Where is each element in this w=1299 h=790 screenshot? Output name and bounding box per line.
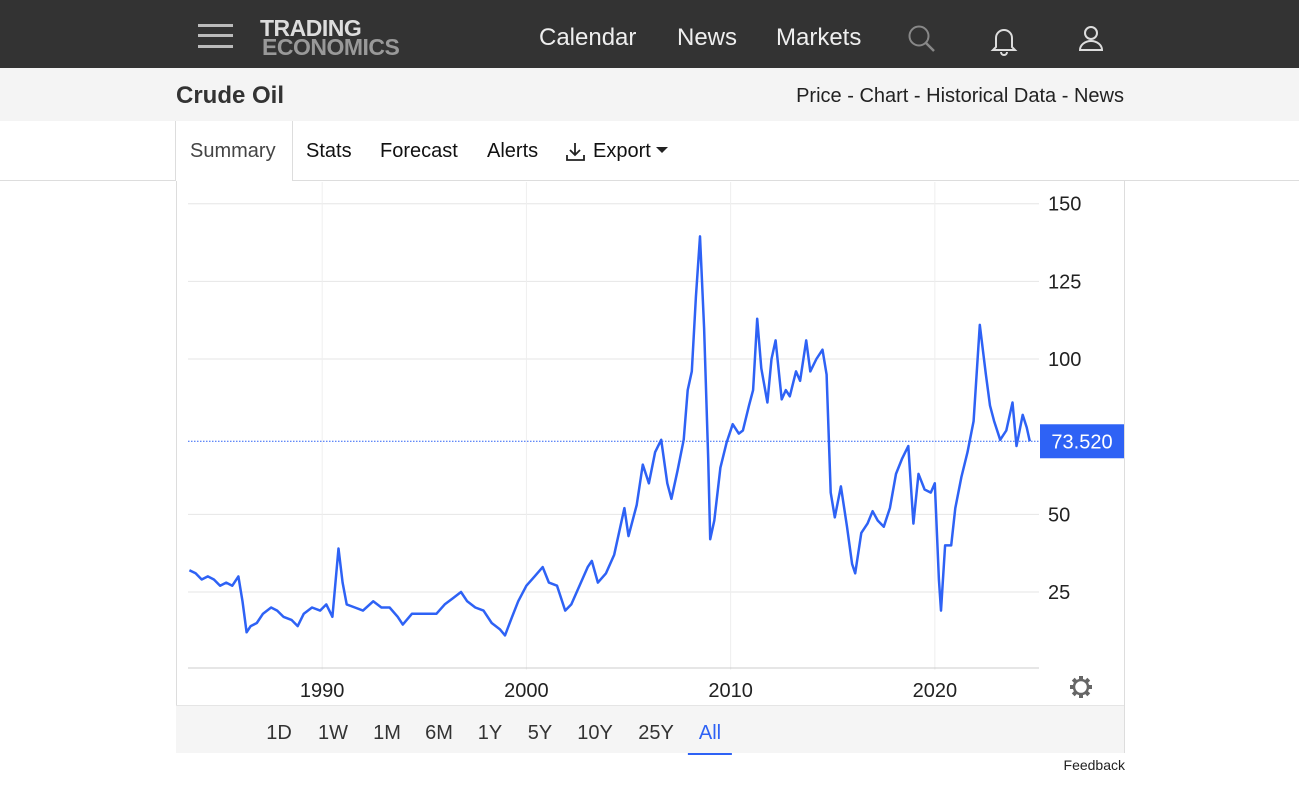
feedback-link[interactable]: Feedback [1063,757,1125,773]
tab[interactable]: Stats [306,140,352,162]
top-bar: TRADING ECONOMICS Calendar News Markets [0,0,1299,68]
tab[interactable]: Alerts [487,140,539,162]
user-icon[interactable] [1077,24,1107,54]
sub-link[interactable]: News [1073,85,1124,107]
sub-link[interactable]: Chart [859,85,909,107]
range-button[interactable]: 6M [425,722,453,744]
settings-icon[interactable] [1070,676,1092,698]
separator: - [1061,85,1069,107]
range-button[interactable]: 5Y [527,722,553,744]
bell-icon[interactable] [990,26,1020,56]
nav-link[interactable]: Calendar [539,24,637,51]
y-tick-label: 150 [1048,194,1081,216]
range-button[interactable]: 1D [266,722,292,744]
price-line [188,235,1032,637]
caret [656,147,668,153]
download-icon [566,143,585,161]
logo-bottom[interactable]: ECONOMICS [262,34,400,60]
tabs-border [0,180,1299,181]
sub-link[interactable]: Historical Data [926,85,1057,107]
range-button[interactable]: All [687,722,733,755]
range-button[interactable]: 1W [318,722,348,744]
x-tick-label: 1990 [300,680,345,702]
tab[interactable]: Export [593,140,651,162]
sub-header: Crude Oil Price - Chart - Historical Dat… [0,68,1299,121]
y-tick-label: 100 [1048,349,1081,371]
gear-tooth [1079,693,1083,698]
separator: - [847,85,854,107]
current-label-box [1040,424,1124,459]
gear-tooth [1079,676,1083,681]
search-icon[interactable] [906,24,938,54]
range-button[interactable]: 1M [373,722,401,744]
logo-top[interactable]: TRADING [260,15,362,41]
range-button[interactable]: 1Y [477,722,503,744]
sub-links: Price - Chart - Historical Data - News [796,85,1124,108]
y-tick-label: 50 [1048,504,1070,526]
x-tick-label: 2000 [504,680,549,702]
current-label: 73.520 [1051,431,1112,453]
tab[interactable]: Forecast [380,140,458,162]
nav-link[interactable]: News [677,24,738,51]
menu-icon[interactable] [198,22,234,50]
page-title: Crude Oil [176,82,285,109]
x-tick-label: 2020 [913,680,958,702]
x-tick-label: 2010 [708,680,753,702]
tab[interactable]: Summary [190,140,276,162]
range-button[interactable]: 25Y [638,722,674,744]
sub-link[interactable]: Price [796,85,842,107]
nav-link[interactable]: Markets [776,24,862,51]
y-tick-label: 125 [1048,271,1081,293]
range-button[interactable]: 10Y [577,722,613,744]
active-tab-box [175,121,293,181]
range-bar [176,705,1124,753]
chart: 25 50 100 125 150 1990 2000 2010 2020 73.520 [188,182,1124,702]
separator: - [913,85,921,107]
gear-ring [1072,678,1090,696]
y-tick-label: 25 [1048,582,1070,604]
